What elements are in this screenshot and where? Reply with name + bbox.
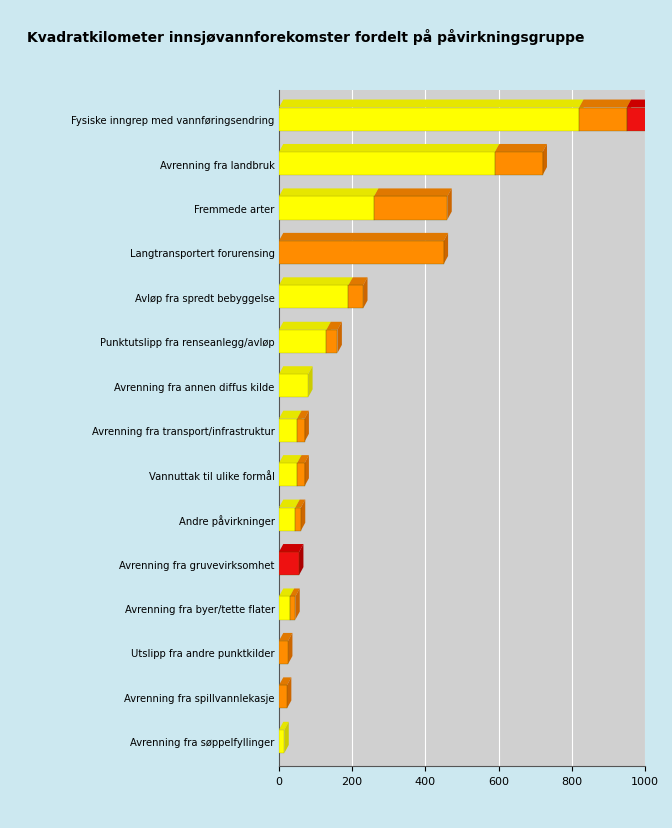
Polygon shape (279, 508, 296, 531)
Polygon shape (542, 145, 547, 176)
Polygon shape (279, 500, 300, 508)
Polygon shape (627, 100, 631, 132)
Polygon shape (304, 455, 309, 487)
Polygon shape (297, 412, 302, 442)
Polygon shape (374, 189, 378, 220)
Polygon shape (279, 455, 302, 464)
Polygon shape (279, 412, 302, 419)
Polygon shape (279, 286, 349, 309)
Polygon shape (374, 189, 452, 197)
Polygon shape (297, 464, 304, 487)
Polygon shape (297, 455, 309, 464)
Polygon shape (448, 189, 452, 220)
Polygon shape (279, 278, 353, 286)
Polygon shape (290, 589, 294, 620)
Polygon shape (327, 322, 331, 354)
Polygon shape (290, 589, 300, 597)
Polygon shape (363, 278, 368, 309)
Polygon shape (349, 286, 363, 309)
Polygon shape (279, 233, 448, 242)
Polygon shape (284, 722, 289, 753)
Polygon shape (349, 278, 353, 309)
Polygon shape (287, 677, 292, 709)
Polygon shape (495, 153, 542, 176)
Polygon shape (301, 500, 305, 531)
Polygon shape (327, 330, 337, 354)
Polygon shape (279, 641, 288, 664)
Polygon shape (279, 722, 289, 730)
Polygon shape (279, 544, 304, 552)
Polygon shape (279, 686, 287, 709)
Polygon shape (296, 589, 300, 620)
Polygon shape (304, 412, 309, 442)
Polygon shape (279, 375, 308, 398)
Polygon shape (279, 330, 327, 354)
Polygon shape (627, 100, 653, 108)
Polygon shape (279, 322, 331, 330)
Polygon shape (374, 197, 448, 220)
Polygon shape (579, 108, 627, 132)
Polygon shape (296, 500, 300, 531)
Polygon shape (627, 108, 648, 132)
Polygon shape (279, 108, 579, 132)
Polygon shape (279, 153, 495, 176)
Polygon shape (297, 455, 302, 487)
Polygon shape (279, 597, 290, 620)
Polygon shape (444, 233, 448, 265)
Text: Kvadratkilometer innsjøvannforekomster fordelt på påvirkningsgruppe: Kvadratkilometer innsjøvannforekomster f… (27, 29, 585, 45)
Polygon shape (297, 419, 304, 442)
Polygon shape (279, 677, 292, 686)
Polygon shape (279, 197, 374, 220)
Polygon shape (279, 464, 297, 487)
Polygon shape (288, 633, 292, 664)
Polygon shape (296, 500, 305, 508)
Polygon shape (349, 278, 368, 286)
Polygon shape (495, 145, 547, 153)
Polygon shape (279, 552, 299, 575)
Polygon shape (279, 145, 499, 153)
Polygon shape (495, 145, 499, 176)
Polygon shape (648, 100, 653, 132)
Polygon shape (297, 412, 309, 419)
Polygon shape (308, 367, 312, 398)
Polygon shape (279, 242, 444, 265)
Polygon shape (579, 100, 583, 132)
Polygon shape (279, 419, 297, 442)
Polygon shape (327, 322, 342, 330)
Polygon shape (279, 189, 378, 197)
Polygon shape (279, 730, 284, 753)
Polygon shape (579, 100, 631, 108)
Polygon shape (290, 597, 296, 620)
Polygon shape (279, 100, 583, 108)
Polygon shape (279, 633, 292, 641)
Polygon shape (299, 544, 304, 575)
Polygon shape (279, 589, 294, 597)
Polygon shape (337, 322, 342, 354)
Polygon shape (296, 508, 301, 531)
Polygon shape (279, 367, 312, 375)
